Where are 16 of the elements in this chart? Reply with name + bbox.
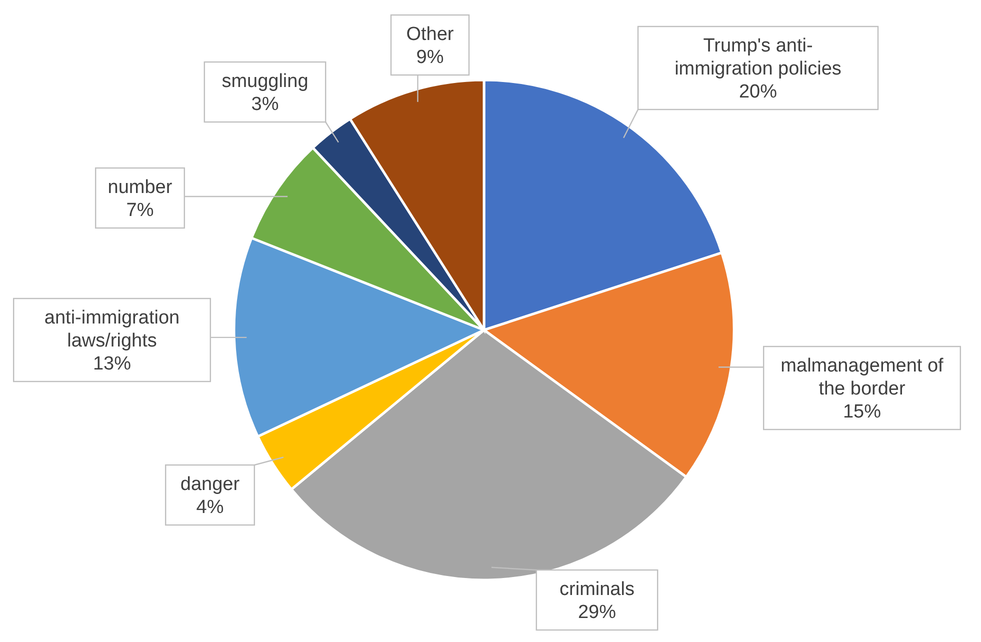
data-label: 29%	[578, 602, 616, 623]
slice-label: smuggling	[222, 70, 308, 92]
slice-label: malmanagement of the border	[780, 355, 944, 400]
data-label: 3%	[251, 94, 279, 115]
slice-label: Other	[406, 24, 454, 45]
slice-label: danger	[180, 474, 240, 495]
slice-label: number	[108, 176, 173, 198]
slice-label: Trump's anti-immigration policies	[674, 35, 842, 80]
slice-label: anti-immigration laws/rights	[44, 307, 180, 352]
data-label: 15%	[842, 401, 882, 422]
data-label: 20%	[738, 81, 778, 102]
data-label: 13%	[92, 353, 132, 374]
data-label: 7%	[126, 200, 154, 221]
slice-label: criminals	[560, 578, 634, 600]
data-label: 9%	[416, 46, 444, 68]
data-label: 4%	[196, 496, 224, 518]
